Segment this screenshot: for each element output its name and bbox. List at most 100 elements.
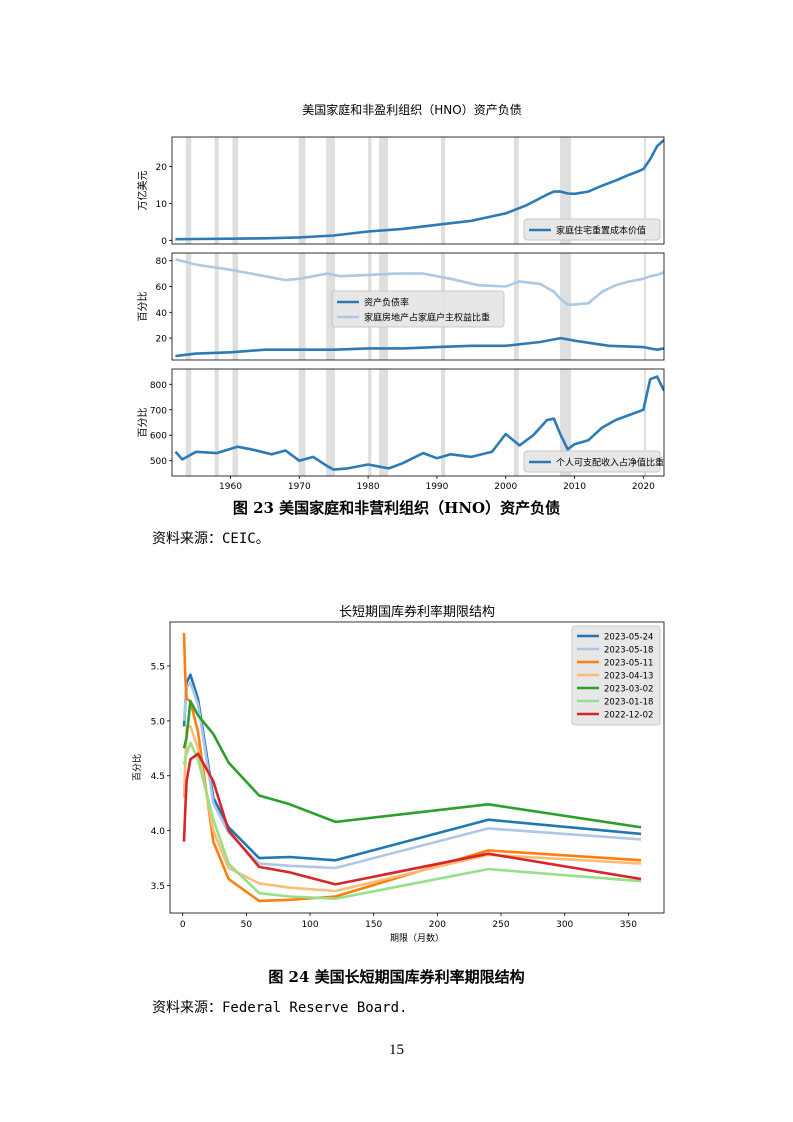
plot-frame (169, 621, 665, 914)
series-line (182, 699, 642, 829)
recession-band (560, 137, 572, 244)
legend-label: 家庭房地产占家庭户主权益比重 (364, 312, 490, 324)
legend-label: 2023-05-18 (604, 646, 653, 656)
recession-band (644, 137, 647, 244)
legend-label: 个人可支配收入占净值比重 (556, 457, 664, 469)
recession-band (441, 369, 446, 476)
recession-band (368, 137, 372, 244)
panel-frame (171, 252, 665, 361)
recession-band (326, 369, 336, 476)
x-axis-label: 期限（月数） (390, 932, 444, 944)
x-tick-label: 1980 (357, 482, 380, 492)
legend-box (523, 450, 661, 473)
legend-label: 2023-05-24 (604, 633, 653, 643)
series-line (175, 336, 664, 358)
figure1-caption: 图 23 美国家庭和非营利组织（HNO）资产负债 (232, 499, 561, 517)
recession-band (232, 369, 239, 476)
x-tick-label: 150 (365, 920, 382, 930)
recession-band (368, 369, 372, 476)
legend-box (523, 218, 661, 241)
x-tick-label: 50 (241, 920, 253, 930)
y-tick-label: 5.5 (151, 662, 165, 672)
series-line (182, 752, 642, 886)
recession-band (185, 137, 192, 244)
yield-plot: 0 50 100 150 200 250 300 350 3.5 4.0 4.5 5.0 5.5 期限（月… (131, 621, 665, 944)
legend-label: 2023-03-02 (604, 685, 653, 695)
y-tick-label: 4.5 (151, 772, 165, 782)
x-tick-label: 300 (556, 920, 573, 930)
x-tick-label: 2020 (632, 482, 655, 492)
y-tick-label: 3.5 (151, 882, 165, 892)
x-tick-label: 2010 (563, 482, 586, 492)
recession-band (513, 369, 519, 476)
series-line (174, 375, 664, 471)
series-line (182, 681, 642, 870)
series-line (182, 632, 642, 903)
figure2-source: 资料来源：Federal Reserve Board. (152, 1000, 408, 1016)
recession-band (379, 369, 389, 476)
legend: 家庭住宅重置成本价值 (523, 218, 661, 241)
panel-frame (171, 136, 665, 245)
x-tick-label: 100 (301, 920, 318, 930)
y-tick-label: 10 (156, 200, 168, 210)
figure1-chart-title: 美国家庭和非盈利组织（HNO）资产负债 (302, 102, 521, 117)
y-axis-label: 百分比 (137, 408, 149, 438)
y-tick-label: 0 (161, 237, 167, 247)
x-tick-label: 250 (492, 920, 509, 930)
recession-band (185, 369, 192, 476)
recession-band (560, 253, 572, 360)
legend-label: 2023-01-18 (604, 698, 653, 708)
recession-band (232, 137, 239, 244)
legend-label: 2022-12-02 (604, 711, 653, 721)
legend-label: 资产负债率 (364, 297, 409, 309)
y-tick-label: 5.0 (151, 717, 166, 727)
y-tick-label: 40 (156, 309, 168, 319)
recession-band (298, 369, 306, 476)
panel-3: 500 600 700 800 1960 1970 1980 1990 2000 2010 2020… (137, 368, 665, 492)
recession-band (214, 137, 219, 244)
recession-band (298, 137, 306, 244)
recession-band (326, 137, 336, 244)
x-tick-label: 1970 (288, 482, 311, 492)
recession-band (560, 369, 572, 476)
recession-band (214, 369, 219, 476)
recession-band (513, 253, 519, 360)
recession-band (298, 253, 306, 360)
legend-box (331, 290, 505, 328)
legend: 2023-05-24 2023-05-18 2023-05-11 2023-04-13… (571, 625, 661, 726)
recession-band (326, 253, 336, 360)
y-tick-label: 600 (150, 432, 167, 442)
y-tick-label: 80 (156, 257, 168, 267)
series-line (175, 258, 664, 306)
x-tick-label: 200 (429, 920, 446, 930)
legend-label: 家庭住宅重置成本价值 (556, 225, 646, 237)
recession-band (232, 253, 239, 360)
figure2-chart-title: 长短期国库券利率期限结构 (339, 604, 495, 620)
recession-band (644, 253, 647, 360)
y-axis-label: 百分比 (137, 292, 149, 322)
x-tick-label: 1990 (425, 482, 448, 492)
y-tick-label: 60 (156, 283, 168, 293)
recession-band (441, 137, 446, 244)
y-axis-label: 百分比 (131, 754, 143, 781)
x-tick-label: 2000 (494, 482, 517, 492)
legend-label: 2023-04-13 (604, 672, 653, 682)
figure1-source: 资料来源：CEIC。 (152, 531, 270, 547)
panel-frame (171, 368, 665, 477)
recession-band (513, 137, 519, 244)
series-line (182, 741, 642, 900)
y-tick-label: 4.0 (151, 827, 166, 837)
y-tick-label: 20 (156, 335, 168, 345)
recession-band (379, 137, 389, 244)
legend: 个人可支配收入占净值比重 (523, 450, 664, 473)
recession-band (185, 253, 192, 360)
y-tick-label: 800 (150, 381, 167, 391)
legend-label: 2023-05-11 (604, 659, 653, 669)
recession-band (644, 369, 647, 476)
y-tick-label: 500 (150, 457, 167, 467)
x-tick-label: 1960 (219, 482, 242, 492)
